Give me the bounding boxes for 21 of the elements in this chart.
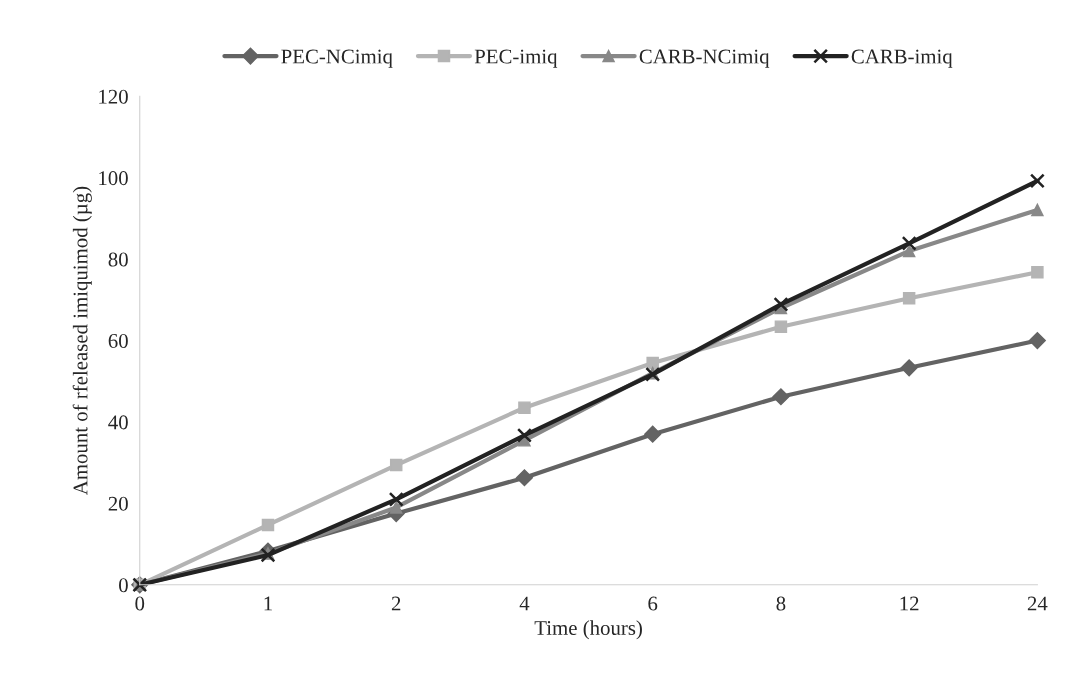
x-tick-label: 2: [391, 596, 401, 611]
y-tick-label: 20: [108, 496, 128, 511]
y-tick-label: 40: [108, 415, 128, 430]
legend-label: PEC-NCimiq: [281, 49, 393, 68]
x-tick-label: 12: [900, 596, 919, 611]
y-tick-label: 120: [99, 89, 128, 104]
legend-label: CARB-imiq: [851, 49, 953, 68]
x-tick-label: 6: [648, 596, 658, 611]
y-tick-label: 100: [99, 171, 128, 186]
y-tick-label: 80: [108, 252, 128, 267]
x-tick-label: 24: [1027, 596, 1048, 611]
legend-label: PEC-imiq: [474, 49, 558, 68]
y-tick-label: 0: [119, 578, 128, 593]
x-axis-title: Time (hours): [534, 620, 642, 640]
x-tick-label: 4: [519, 596, 530, 611]
x-tick-label: 0: [135, 596, 145, 611]
y-axis-title: Amount of rfeleased imiquimod (µg): [72, 186, 92, 496]
x-tick-label: 1: [264, 596, 272, 611]
y-tick-label: 60: [108, 333, 128, 348]
legend-label: CARB-NCimiq: [639, 49, 770, 68]
x-tick-label: 8: [776, 596, 786, 611]
